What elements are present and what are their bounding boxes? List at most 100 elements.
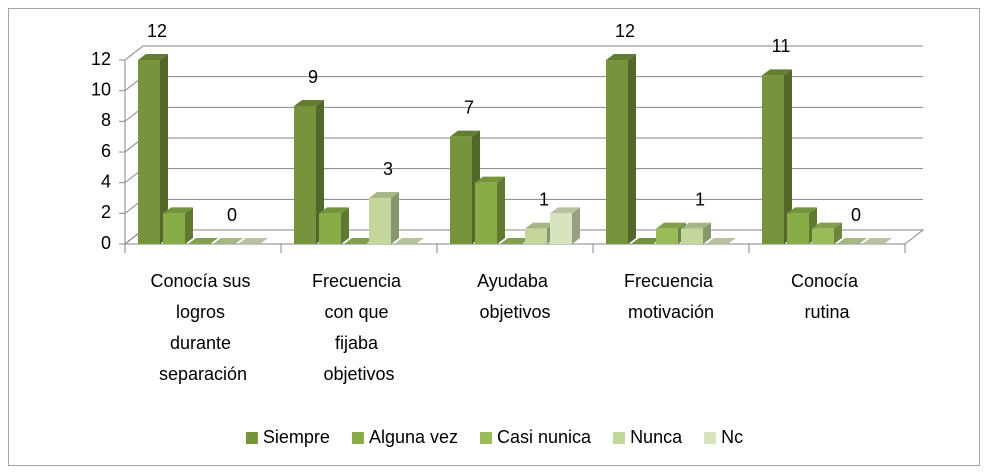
data-label: 0: [227, 205, 237, 225]
bar-top: [862, 238, 892, 244]
label-line: durante: [170, 333, 236, 353]
y-tick-label: 4: [101, 171, 111, 191]
bar-side: [834, 222, 842, 244]
label-line: logros: [176, 302, 230, 322]
bar: [837, 238, 867, 244]
bar-side: [497, 176, 505, 244]
bar-side: [160, 54, 168, 244]
legend-label: Nc: [721, 427, 743, 447]
legend-swatch: [704, 432, 717, 444]
bar-top: [319, 207, 349, 214]
bar-top: [344, 238, 374, 244]
label-line: objetivos: [323, 364, 394, 384]
y-tick-label: 10: [91, 79, 111, 99]
bar-side: [703, 222, 711, 244]
bar: [319, 207, 349, 244]
bar: [188, 238, 218, 244]
x-tick-label: Frecuencia con que fijaba objetivos: [312, 271, 406, 384]
bar-front: [163, 213, 185, 244]
bar-top: [475, 176, 505, 183]
bar-top: [500, 238, 530, 244]
label-line: fijaba: [335, 333, 383, 353]
bar: [606, 54, 636, 244]
bar-top: [550, 207, 580, 214]
data-label: 1: [539, 189, 549, 209]
label-line: Conocía: [791, 271, 863, 291]
bar-front: [606, 60, 628, 244]
bar: [344, 238, 374, 244]
label-line: Frecuencia: [312, 271, 406, 291]
label-line: separación: [159, 364, 247, 384]
bar-top: [394, 238, 424, 244]
bar-front: [450, 136, 472, 244]
bar-side: [341, 207, 349, 244]
y-tick-label: 12: [91, 49, 111, 69]
bar-front: [656, 228, 678, 244]
data-label: 12: [615, 21, 635, 41]
bar: [550, 207, 580, 244]
bar-top: [294, 100, 324, 106]
legend: Siempre Alguna vez Casi nunica Nunca Nc: [245, 427, 743, 447]
bar-top: [525, 222, 555, 229]
bar-side: [628, 54, 636, 244]
bar: [812, 222, 842, 244]
label-line: Conocía sus: [150, 271, 255, 291]
bar-top: [631, 238, 661, 244]
legend-swatch: [613, 432, 626, 444]
x-tick-label: Frecuencia motivación: [624, 271, 718, 322]
bar-front: [681, 228, 703, 244]
bar: [213, 238, 243, 244]
legend-label: Alguna vez: [369, 427, 458, 447]
bar: [294, 100, 324, 244]
legend-swatch: [480, 432, 492, 444]
y-tick-label: 6: [101, 141, 111, 161]
bar-front: [525, 228, 547, 244]
bar: [500, 238, 530, 244]
label-line: Ayudaba: [477, 271, 553, 291]
bar-top: [213, 238, 243, 244]
bar: [163, 207, 193, 244]
legend-label: Nunca: [630, 427, 683, 447]
bar-front: [762, 75, 784, 244]
bar-top: [188, 238, 218, 244]
data-label: 12: [147, 21, 167, 41]
x-tick-label: Conocía sus logros durante separación: [150, 271, 255, 384]
bar: [238, 238, 268, 244]
grid-line: [124, 45, 923, 61]
y-tick-label: 0: [101, 233, 111, 253]
bar-front: [294, 106, 316, 244]
data-label: 9: [308, 67, 318, 87]
bar-top: [681, 222, 711, 229]
bar-side: [185, 207, 193, 244]
label-line: motivación: [628, 302, 714, 322]
bar-side: [391, 192, 399, 244]
bar-top: [369, 192, 399, 198]
bar-top: [450, 130, 480, 137]
data-label: 0: [851, 205, 861, 225]
bar: [762, 69, 792, 244]
data-label: 7: [464, 97, 474, 117]
bar: [631, 238, 661, 244]
label-line: Frecuencia: [624, 271, 718, 291]
data-label: 11: [772, 36, 791, 56]
bar-front: [369, 198, 391, 244]
bar: [706, 238, 736, 244]
bar-top: [138, 54, 168, 60]
bar-front: [812, 228, 834, 244]
label-line: rutina: [804, 302, 850, 322]
bar-top: [706, 238, 736, 244]
y-tick-label: 2: [101, 202, 111, 222]
bar-top: [656, 222, 686, 229]
bar-front: [550, 213, 572, 244]
bar-front: [138, 60, 160, 244]
bar-side: [784, 69, 792, 244]
bar-front: [319, 213, 341, 244]
y-tick-label: 8: [101, 110, 111, 130]
legend-label: Siempre: [263, 427, 330, 447]
bar: [369, 192, 399, 244]
bar-top: [163, 207, 193, 214]
bar-top: [787, 207, 817, 214]
bar-top: [837, 238, 867, 244]
